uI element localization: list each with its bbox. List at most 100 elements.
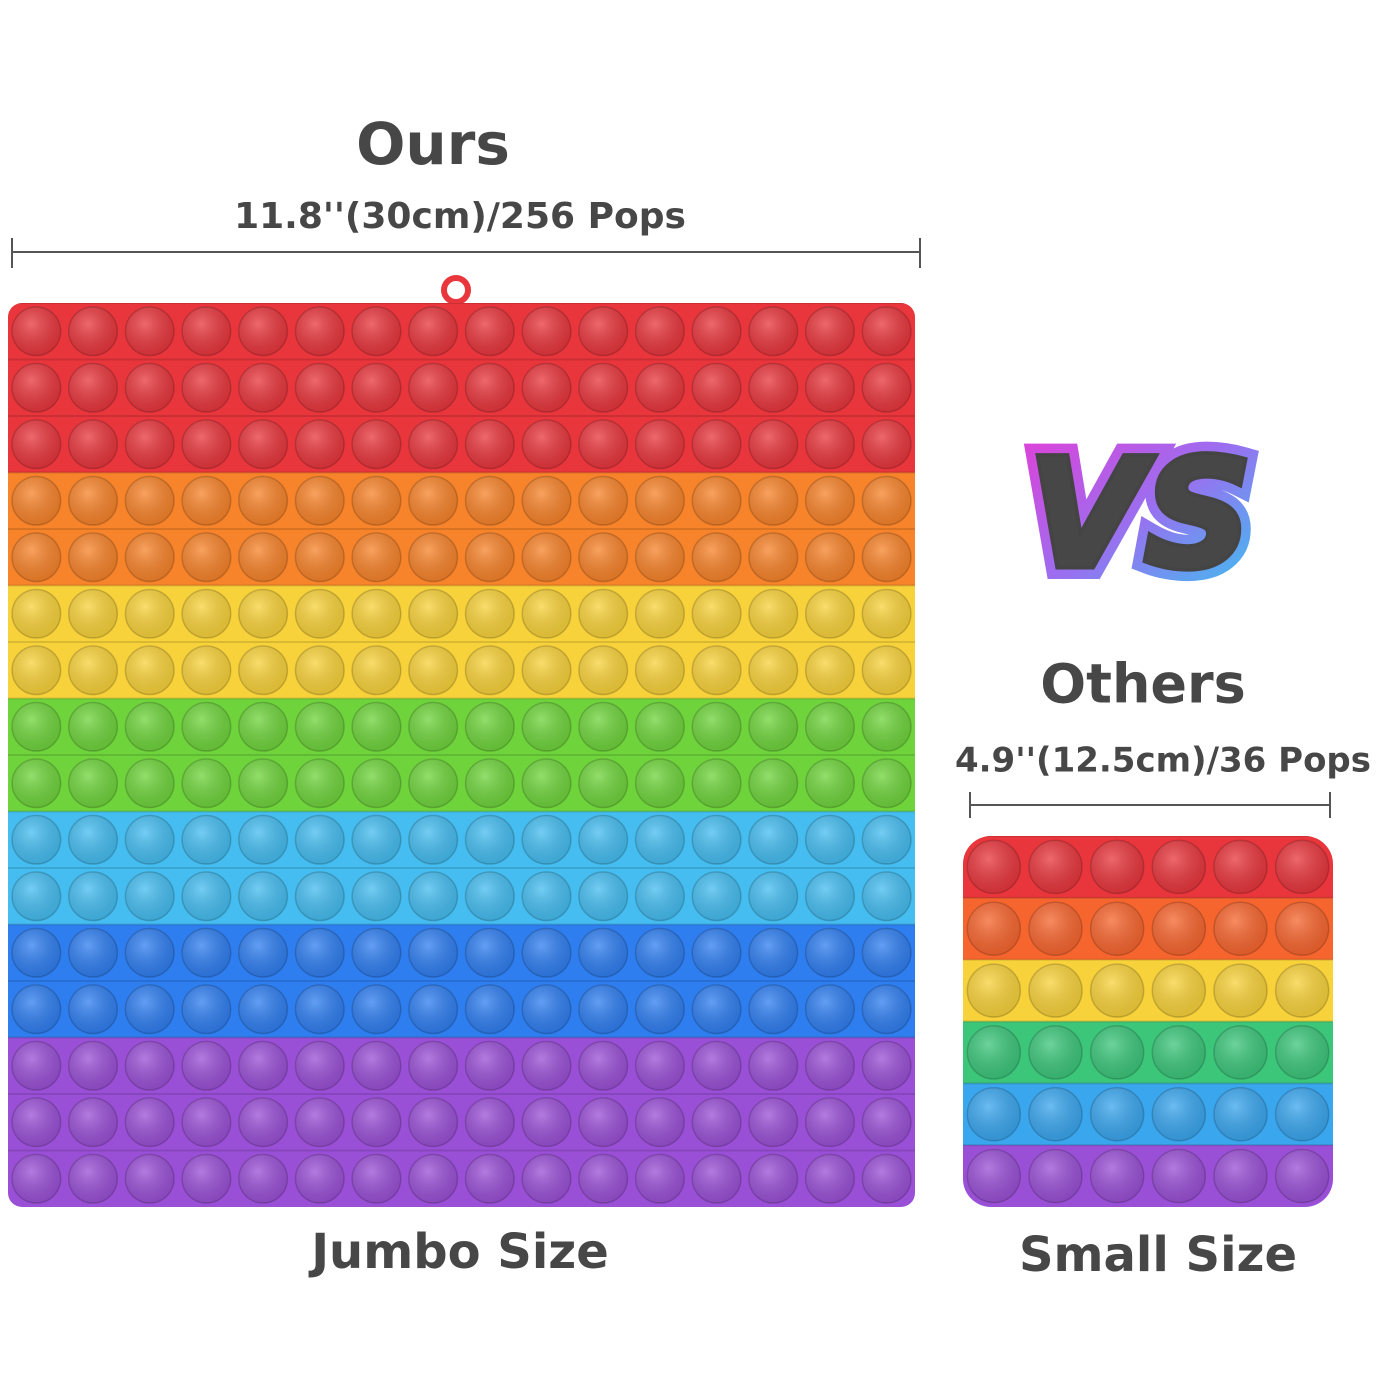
pop-shade (748, 306, 798, 356)
pop-shade (1090, 902, 1144, 956)
pop-shade (635, 1041, 685, 1091)
pop-shade (408, 1041, 458, 1091)
pop-shade (125, 1154, 175, 1204)
pop-shade (1090, 1149, 1144, 1203)
pop-shade (1152, 902, 1206, 956)
pop-shade (748, 815, 798, 865)
pop-shade (408, 871, 458, 921)
pop-shade (238, 532, 288, 582)
pop-shade (465, 419, 515, 469)
pop-shade (238, 815, 288, 865)
pop-shade (68, 1154, 118, 1204)
pop-shade (578, 363, 628, 413)
pop-shade (1028, 902, 1083, 956)
pop-shade (352, 928, 401, 978)
pop-shade (238, 363, 288, 413)
pop-shade (352, 306, 401, 356)
pop-shade (68, 1097, 118, 1147)
pop-shade (578, 1154, 628, 1204)
pop-shade (1090, 840, 1144, 894)
pop-shade (465, 815, 515, 865)
pop-shade (578, 589, 628, 639)
pop-shade (238, 1154, 288, 1204)
pop-shade (522, 758, 571, 808)
pop-shade (862, 815, 911, 865)
pop-shade (68, 645, 118, 695)
pop-shade (1213, 902, 1268, 956)
pop-shade (12, 871, 61, 921)
pop-shade (578, 758, 628, 808)
pop-shade (1028, 1087, 1083, 1141)
pop-shade (238, 589, 288, 639)
pop-shade (635, 815, 685, 865)
pop-shade (692, 419, 741, 469)
pop-shade (805, 476, 855, 526)
pop-shade (408, 306, 458, 356)
pop-shade (862, 645, 911, 695)
pop-shade (295, 532, 345, 582)
pop-shade (805, 363, 855, 413)
pop-shade (238, 984, 288, 1034)
pop-shade (12, 984, 61, 1034)
pop-shade (805, 645, 855, 695)
right-dimension-line (969, 792, 1331, 818)
pop-shade (748, 871, 798, 921)
pop-shade (805, 532, 855, 582)
pop-shade (862, 306, 911, 356)
pop-shade (68, 306, 118, 356)
pop-shade (352, 984, 401, 1034)
pop-shade (295, 702, 345, 752)
pop-shade (352, 645, 401, 695)
pop-shade (352, 1041, 401, 1091)
pop-shade (238, 1097, 288, 1147)
pop-shade (1028, 1025, 1083, 1079)
pop-shade (408, 815, 458, 865)
pop-shade (352, 589, 401, 639)
pop-shade (295, 589, 345, 639)
pop-shade (522, 928, 571, 978)
pop-shade (12, 589, 61, 639)
pop-shade (465, 1041, 515, 1091)
pop-shade (125, 1097, 175, 1147)
pop-shade (465, 532, 515, 582)
pop-shade (125, 928, 175, 978)
pop-shade (862, 702, 911, 752)
pop-shade (125, 645, 175, 695)
pop-shade (578, 532, 628, 582)
pop-shade (68, 815, 118, 865)
pop-shade (68, 928, 118, 978)
pop-shade (408, 984, 458, 1034)
pop-shade (182, 532, 231, 582)
pop-shade (578, 476, 628, 526)
pop-shade (295, 363, 345, 413)
pop-shade (12, 1097, 61, 1147)
pop-shade (862, 1041, 911, 1091)
pop-shade (635, 419, 685, 469)
pop-shade (238, 928, 288, 978)
pop-shade (635, 758, 685, 808)
board-body (963, 836, 1333, 1207)
board-body (8, 303, 915, 1207)
pop-shade (748, 363, 798, 413)
pop-shade (125, 306, 175, 356)
pop-shade (1152, 840, 1206, 894)
pop-shade (578, 928, 628, 978)
pop-shade (295, 758, 345, 808)
pop-shade (1152, 1087, 1206, 1141)
pop-shade (748, 476, 798, 526)
pop-shade (748, 589, 798, 639)
pop-shade (408, 419, 458, 469)
pop-shade (352, 758, 401, 808)
pop-shade (12, 532, 61, 582)
pop-shade (182, 702, 231, 752)
pop-shade (1028, 1149, 1083, 1203)
pop-shade (692, 476, 741, 526)
pop-shade (465, 363, 515, 413)
pop-shade (68, 702, 118, 752)
pop-shade (12, 306, 61, 356)
pop-shade (125, 476, 175, 526)
pop-shade (522, 984, 571, 1034)
pop-shade (805, 306, 855, 356)
pop-shade (125, 532, 175, 582)
pop-shade (465, 928, 515, 978)
